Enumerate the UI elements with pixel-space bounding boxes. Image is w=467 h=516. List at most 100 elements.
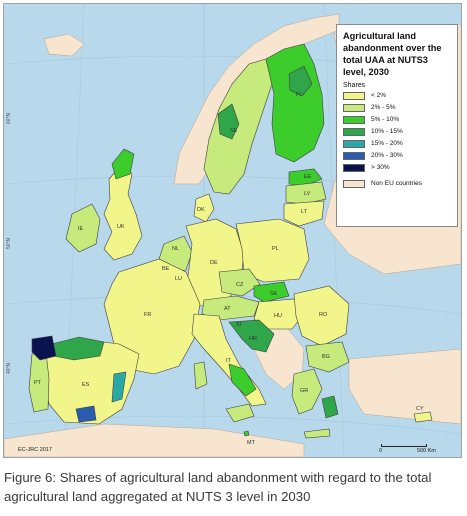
map-legend: Agricultural land abandonment over the t… [336,24,458,227]
label-mt: MT [247,440,256,446]
sardinia-region [193,361,208,390]
hungary-region [253,298,305,330]
legend-label: 15% - 20% [371,140,403,147]
italy-south-region [228,363,257,397]
label-ro: RO [319,312,328,318]
label-be: BE [162,266,170,272]
cyprus-region [413,411,433,423]
scale-bar-zero: 0 [379,448,383,454]
legend-label: 20% - 30% [371,152,403,159]
legend-swatch [343,151,365,160]
label-hu: HU [274,313,282,319]
legend-row: > 30% [343,162,451,173]
grat-label-50n: 50°N [6,237,12,249]
legend-swatch [343,139,365,148]
slovakia-region [253,281,290,303]
legend-subtitle: Shares [343,82,366,89]
scotland-region [111,148,135,180]
label-at: AT [224,306,231,312]
grat-label-60n: 60°N [6,112,12,124]
legend-label: 10% - 15% [371,128,403,135]
graticule-labels: 60°N 50°N 40°N [6,112,12,374]
malta-region [243,430,250,437]
legend-row: < 2% [343,90,451,101]
lithuania-region [283,200,325,227]
label-it: IT [226,358,232,364]
label-cy: CY [416,406,424,412]
iberia-south-region [75,405,97,423]
north-africa-land [4,423,305,457]
map-frame: 60°N 50°N 40°N FI SE EE LV LT IE UK DK N… [3,3,462,458]
iberia-east-coast-region [111,371,127,403]
ireland-region [65,203,101,253]
finland-north-region [288,65,313,97]
legend-label-non-eu: Non EU countries [371,180,422,187]
france-region [103,258,201,375]
label-fi: FI [296,92,301,98]
legend-swatch [343,115,365,124]
legend-label: > 30% [371,164,390,171]
legend-swatch [343,163,365,172]
legend-row: 20% - 30% [343,150,451,161]
figure-caption: Figure 6: Shares of agricultural land ab… [4,470,432,504]
label-dk: DK [197,207,205,213]
label-se: SE [230,128,238,134]
uk-region [103,163,143,261]
denmark-region [193,193,215,223]
legend-row: 2% - 5% [343,102,451,113]
label-ie: IE [78,226,84,232]
legend-gap [343,173,451,177]
legend-row-non-eu: Non EU countries [343,178,451,189]
legend-label: < 2% [371,92,386,99]
label-hr: HR [249,336,257,342]
scale-bar-line [381,444,427,447]
label-bg: BG [322,354,330,360]
credit-text: EC-JRC 2017 [18,447,52,453]
legend-swatch-non-eu [343,179,365,188]
poland-region [235,218,310,283]
legend-row: 10% - 15% [343,126,451,137]
turkey-land [348,348,461,425]
label-lu: LU [175,276,182,282]
label-pt: PT [34,380,42,386]
label-ee: EE [304,174,312,180]
sicily-region [225,403,255,423]
legend-swatch [343,127,365,136]
crete-region [303,428,331,439]
label-pl: PL [272,246,279,252]
galicia-region [31,335,57,361]
label-de: DE [210,260,218,266]
sweden-west-region [217,103,240,140]
country-labels: FI SE EE LV LT IE UK DK NL BE LU DE PL C… [34,92,424,446]
legend-row: 15% - 20% [343,138,451,149]
eu-land [28,43,433,439]
label-cz: CZ [236,282,244,288]
czech-region [218,268,261,297]
grat-label-40n: 40°N [6,362,12,374]
romania-region [293,285,350,347]
finland-region [265,43,325,163]
legend-swatch [343,103,365,112]
label-sk: SK [270,291,278,297]
greece-islands-region [321,395,339,419]
label-si: SI [236,322,242,328]
estonia-region [288,168,323,187]
legend-row: 5% - 10% [343,114,451,125]
spain-north-region [51,336,105,361]
bulgaria-region [305,341,350,373]
greece-region [291,368,323,415]
label-lv: LV [304,191,311,197]
label-lt: LT [301,209,308,215]
label-fr: FR [144,312,151,318]
iceland-land [43,33,85,57]
scale-bar-distance: 500 Km [417,448,436,454]
scale-bar: 0 500 Km [379,444,441,457]
legend-title: Agricultural land abandonment over the t… [343,31,442,77]
legend-label: 5% - 10% [371,116,400,123]
legend-swatch [343,91,365,100]
label-uk: UK [117,224,125,230]
slovenia-croatia-region [228,319,275,353]
legend-label: 2% - 5% [371,104,396,111]
label-nl: NL [172,246,179,252]
legend-rows: < 2% 2% - 5% 5% - 10% 10% - 15% 15% - 20% 20%… [343,90,451,173]
